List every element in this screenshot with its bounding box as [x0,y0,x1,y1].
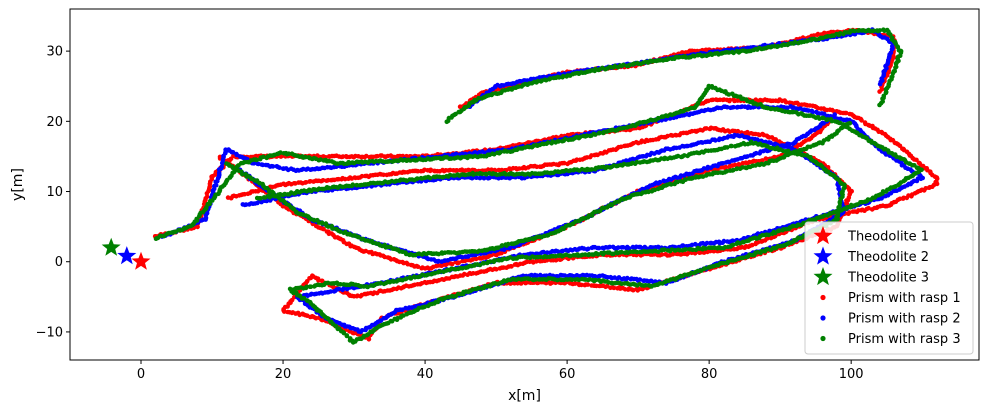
data-point [630,244,636,250]
data-point [497,266,503,271]
data-point [418,168,424,174]
data-point [572,281,578,286]
data-point [767,228,772,234]
data-point [363,173,368,179]
data-point [213,182,219,188]
data-point [456,260,462,266]
data-point [806,108,811,113]
data-point [585,282,591,287]
data-point [843,110,849,116]
data-point [753,241,758,247]
data-point [725,239,730,244]
data-point [507,166,512,171]
data-point [498,149,503,155]
data-point [727,97,733,103]
data-point [251,161,257,166]
data-point [321,226,326,232]
data-point [492,167,498,173]
data-point [600,245,605,251]
data-point [810,109,815,115]
data-point [319,278,325,284]
points-layer [152,27,940,345]
data-point [282,309,287,314]
data-point [708,240,713,246]
data-point [384,172,390,178]
data-point [548,250,553,255]
data-point [559,249,565,254]
data-point [877,81,883,87]
data-point [512,262,518,267]
data-point [832,112,837,117]
data-point [449,261,455,267]
data-point [270,164,276,169]
data-point [723,164,728,170]
data-point [869,207,875,212]
data-point [611,285,617,291]
data-point [415,264,421,270]
data-point [557,257,563,263]
data-point [589,245,595,251]
data-point [254,195,260,201]
data-point [219,164,225,169]
data-point [859,118,864,123]
data-point [822,30,827,36]
data-point [216,170,222,176]
data-point [457,167,463,173]
data-point [731,104,736,110]
data-point [759,239,764,244]
data-point [850,209,856,214]
data-point [579,282,584,288]
data-point [707,126,713,132]
data-point [877,89,882,94]
data-point [431,168,437,174]
data-point [277,165,282,170]
data-point [225,195,231,200]
data-point [473,256,479,262]
data-point [637,286,642,292]
data-point [240,202,246,207]
data-point [324,178,329,183]
data-point [619,245,624,250]
data-point [783,99,789,105]
data-point [496,167,502,173]
data-point [346,176,351,182]
data-point [760,158,765,163]
data-point [663,252,668,257]
data-point [610,244,616,250]
data-point [230,150,236,155]
